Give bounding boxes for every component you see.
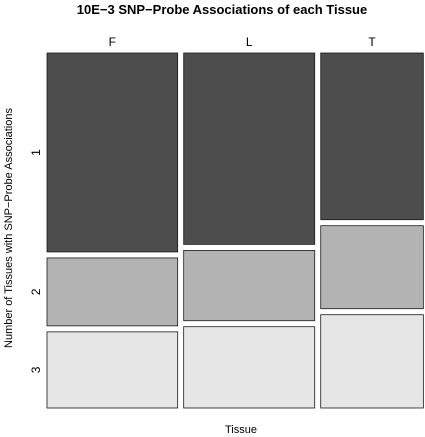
y-tick-labels: 1 2 3 [29,149,43,373]
x-tick-t: T [368,35,376,49]
y-tick-1: 1 [29,149,43,156]
tile-t-2 [320,225,424,310]
tile-f-1 [46,52,179,253]
tile-l-1 [183,52,316,245]
y-axis-label: Number of Tissues with SNP−Probe Associa… [3,108,15,348]
mosaic-tiles [46,52,424,409]
y-tick-3: 3 [29,366,43,373]
chart-title: 10E−3 SNP−Probe Associations of each Tis… [77,2,367,17]
y-tick-2: 2 [29,288,43,295]
tile-f-2 [46,257,179,327]
tile-t-3 [320,314,424,409]
tile-l-2 [183,249,316,322]
x-axis-label: Tissue [225,424,257,436]
tile-l-3 [183,326,316,409]
tile-f-3 [46,331,179,409]
tile-t-1 [320,52,424,221]
x-tick-l: L [246,35,253,49]
x-tick-f: F [109,35,116,49]
